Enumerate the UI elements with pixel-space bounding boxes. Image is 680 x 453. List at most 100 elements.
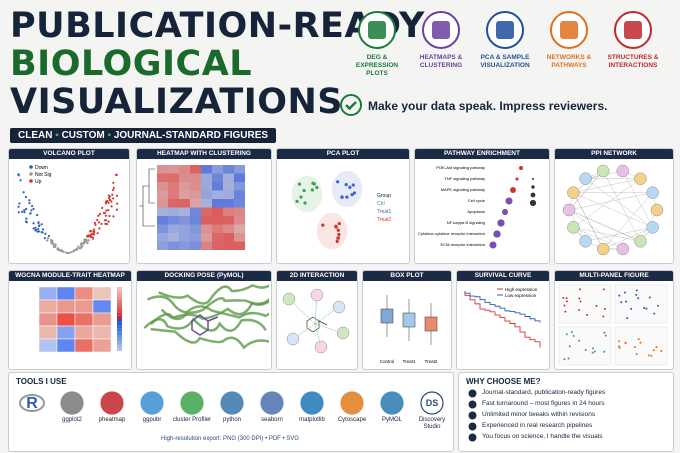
cell	[157, 233, 168, 242]
cell	[190, 207, 201, 216]
box	[424, 316, 438, 332]
cell	[92, 299, 112, 314]
tool-disc	[380, 391, 404, 415]
node	[597, 242, 610, 256]
point	[586, 313, 589, 316]
cell	[234, 190, 245, 199]
why-dot	[468, 400, 477, 409]
point	[22, 191, 25, 194]
tool-name: pheatmap	[98, 417, 126, 423]
point	[635, 293, 638, 296]
cell	[157, 216, 168, 225]
point	[647, 354, 650, 357]
tool-name: ggpubr	[142, 417, 162, 423]
point	[96, 218, 99, 222]
point	[23, 209, 26, 212]
point	[86, 234, 89, 238]
point	[348, 185, 352, 190]
term: PI3K-Akt signaling pathway	[436, 165, 485, 170]
cell	[56, 286, 76, 301]
point	[295, 199, 299, 203]
dendrogram	[139, 168, 155, 227]
point	[75, 247, 78, 250]
cell	[201, 207, 212, 216]
tool-disc	[340, 391, 364, 415]
cell	[190, 173, 201, 182]
point	[315, 185, 319, 190]
point	[17, 211, 20, 214]
cell	[157, 182, 168, 191]
tool-disc	[60, 391, 84, 415]
colorbar	[117, 325, 122, 329]
point	[297, 182, 302, 186]
panel-title: WGCNA MODULE-TRAIT HEATMAP	[9, 271, 131, 281]
residue	[282, 292, 296, 306]
category: Treat2	[425, 359, 438, 364]
thumbnail	[38, 286, 122, 353]
service-label: NETWORKS & PATHWAYS	[546, 54, 592, 69]
cell	[74, 312, 94, 327]
point	[618, 345, 621, 348]
point	[44, 232, 47, 235]
cell	[223, 216, 234, 225]
point	[112, 197, 115, 200]
tool-disc	[220, 391, 244, 415]
panel: BOX PLOT Control Treat1 Treat2	[362, 270, 452, 370]
colorbar	[117, 341, 122, 345]
panel-title: SURVIVAL CURVE	[457, 271, 549, 281]
why-dot	[468, 389, 477, 398]
cell	[223, 233, 234, 242]
point	[98, 212, 102, 216]
check-icon	[340, 94, 362, 116]
point	[578, 339, 581, 342]
cell	[201, 182, 212, 191]
cell	[223, 165, 234, 174]
bond	[292, 323, 316, 340]
cell	[212, 182, 223, 191]
dot	[505, 197, 513, 205]
point	[73, 249, 76, 252]
point	[21, 210, 24, 213]
point	[116, 202, 119, 205]
point	[18, 202, 21, 205]
category: Control	[380, 359, 395, 364]
cell	[168, 233, 179, 242]
panel: MULTI-PANEL FIGURE	[554, 270, 674, 370]
point	[344, 182, 348, 187]
point	[340, 195, 344, 199]
legend-text: Up	[35, 179, 42, 185]
point	[660, 349, 663, 352]
point	[66, 251, 69, 255]
icon-core	[368, 21, 386, 39]
point	[579, 288, 582, 291]
dot	[515, 177, 519, 181]
service-label: STRUCTURES & INTERACTIONS	[607, 54, 659, 69]
edge	[603, 192, 653, 250]
cell	[212, 233, 223, 242]
panel: DOCKING POSE (PyMOL)	[136, 270, 272, 370]
point	[34, 228, 37, 232]
point	[637, 297, 640, 300]
curve	[464, 291, 541, 323]
cell	[74, 299, 94, 314]
point	[93, 230, 96, 234]
point	[618, 340, 621, 343]
cell	[212, 190, 223, 199]
edge	[603, 170, 641, 242]
cell	[212, 173, 223, 182]
point	[97, 214, 100, 217]
cell	[179, 190, 190, 199]
point	[624, 300, 627, 303]
cell	[234, 233, 245, 242]
cell	[223, 207, 234, 216]
residue	[336, 326, 350, 340]
panel: 2D INTERACTION DIAGRAM	[276, 270, 358, 370]
point	[50, 239, 53, 242]
point	[110, 205, 113, 208]
point	[565, 300, 568, 303]
cell	[212, 216, 223, 225]
why-icon	[468, 433, 477, 442]
cell	[92, 338, 112, 353]
cell	[223, 199, 234, 208]
point	[107, 220, 110, 223]
